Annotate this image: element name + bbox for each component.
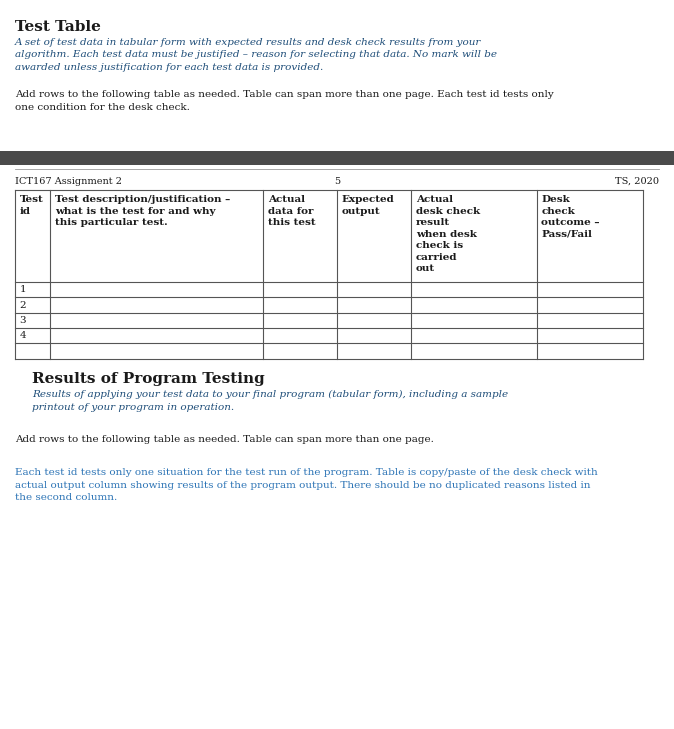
Text: Results of Program Testing: Results of Program Testing <box>32 372 264 386</box>
Text: Desk
check
outcome –
Pass/Fail: Desk check outcome – Pass/Fail <box>541 195 600 238</box>
Text: Test description/justification –
what is the test for and why
this particular te: Test description/justification – what is… <box>55 195 231 227</box>
Text: Actual
data for
this test: Actual data for this test <box>268 195 315 227</box>
Text: Actual
desk check
result
when desk
check is
carried
out: Actual desk check result when desk check… <box>416 195 480 273</box>
Text: 4: 4 <box>20 331 26 340</box>
Text: Add rows to the following table as needed. Table can span more than one page.: Add rows to the following table as neede… <box>15 435 433 444</box>
Text: TS, 2020: TS, 2020 <box>615 177 659 186</box>
Text: 3: 3 <box>20 316 26 325</box>
Text: Results of applying your test data to your final program (tabular form), includi: Results of applying your test data to yo… <box>32 390 508 412</box>
Text: Expected
output: Expected output <box>342 195 394 216</box>
Text: A set of test data in tabular form with expected results and desk check results : A set of test data in tabular form with … <box>15 38 497 72</box>
Text: Each test id tests only one situation for the test run of the program. Table is : Each test id tests only one situation fo… <box>15 468 598 502</box>
Text: Test
id: Test id <box>20 195 43 216</box>
Text: Test Table: Test Table <box>15 20 100 34</box>
Text: Add rows to the following table as needed. Table can span more than one page. Ea: Add rows to the following table as neede… <box>15 90 553 112</box>
Text: 5: 5 <box>334 177 340 186</box>
Text: 2: 2 <box>20 300 26 310</box>
Text: ICT167 Assignment 2: ICT167 Assignment 2 <box>15 177 122 186</box>
Text: 1: 1 <box>20 285 26 295</box>
Bar <box>0 151 674 165</box>
